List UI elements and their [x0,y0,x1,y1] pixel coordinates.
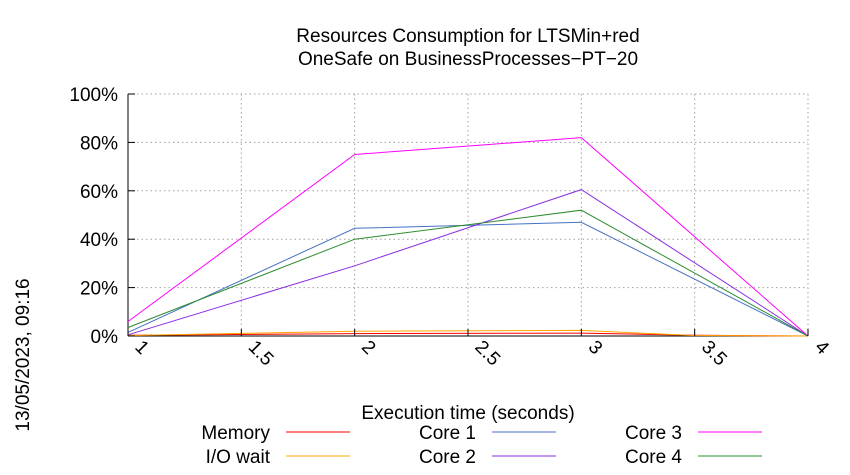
x-tick-label: 3 [584,337,606,359]
series-line-core-1 [127,221,809,337]
legend-label: Memory [201,423,270,444]
y-tick-label: 100% [69,85,118,106]
grid [128,93,808,336]
series-line-core-2 [127,189,809,337]
y-tick-label: 60% [80,182,118,203]
series-line-core-4 [127,209,809,337]
x-tick-label: 1.5 [244,337,278,371]
x-tick-label: 4 [810,337,833,360]
legend: Memory I/O wait Core 1 Core 2 Core 3 Core 4 [201,423,762,468]
x-tick-label: 3.5 [697,337,731,371]
legend-label: Core 2 [419,447,476,468]
legend-label: I/O wait [206,447,271,468]
legend-label: Core 3 [625,423,682,444]
legend-label: Core 4 [625,447,682,468]
timestamp-label: 13/05/2023, 09:16 [13,278,34,431]
y-tick-label: 0% [91,327,119,348]
tick-labels: 0% 20% 40% 60% 80% 100% 1 1.5 2 2.5 3 3.5 4 [69,85,833,370]
x-tick-label: 1 [130,337,152,359]
chart-title-line2: OneSafe on BusinessProcesses−PT−20 [298,49,638,70]
x-axis-label: Execution time (seconds) [361,403,574,424]
y-tick-label: 80% [80,133,118,154]
y-tick-label: 20% [80,279,118,300]
x-tick-label: 2 [357,337,379,359]
y-tick-label: 40% [80,230,118,251]
legend-label: Core 1 [419,423,476,444]
x-tick-label: 2.5 [470,337,504,371]
series-line-core-3 [127,137,809,337]
chart-title-line1: Resources Consumption for LTSMin+red [296,26,639,47]
